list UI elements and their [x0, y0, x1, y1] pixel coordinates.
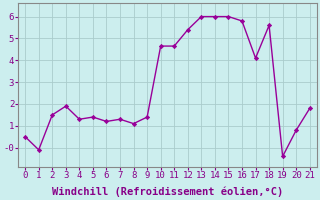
X-axis label: Windchill (Refroidissement éolien,°C): Windchill (Refroidissement éolien,°C)	[52, 186, 283, 197]
